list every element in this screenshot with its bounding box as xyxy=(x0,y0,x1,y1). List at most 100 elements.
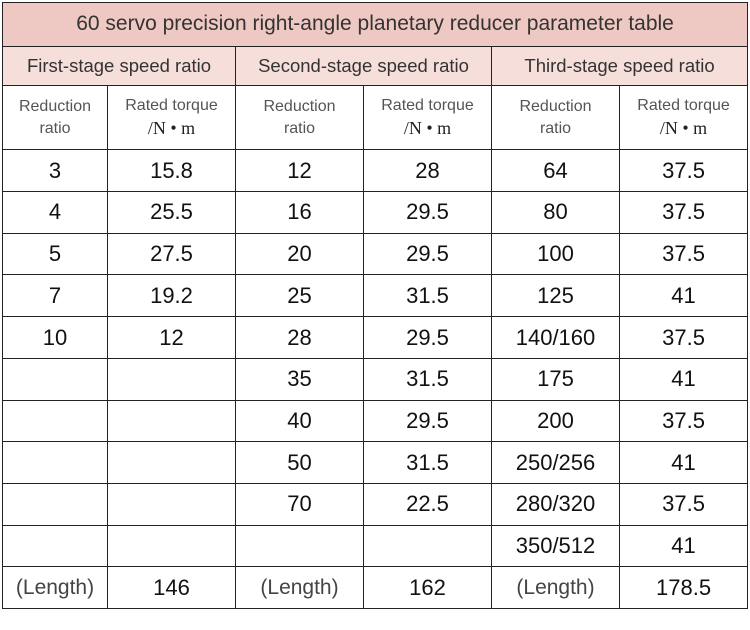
ratio-cell xyxy=(2,524,108,568)
table-row: 7 19.2 25 31.5 125 41 xyxy=(2,274,749,318)
torque-cell: 41 xyxy=(618,357,749,401)
ratio-cell: 70 xyxy=(235,482,364,526)
ratio-cell: 125 xyxy=(491,274,620,318)
length-value: 178.5 xyxy=(618,566,749,609)
torque-cell: 41 xyxy=(618,524,749,568)
torque-cell: 31.5 xyxy=(363,441,492,484)
length-label: (Length) xyxy=(491,566,620,609)
torque-cell: 31.5 xyxy=(363,357,492,401)
ratio-cell: 3 xyxy=(2,149,108,193)
torque-cell: 28 xyxy=(363,149,492,193)
ratio-cell xyxy=(2,441,108,484)
column-header-torque: Rated torque/N • m xyxy=(107,85,236,151)
header-torque-line1: Rated torque xyxy=(381,96,474,114)
header-torque-unit: /N • m xyxy=(403,118,452,139)
ratio-cell: 25 xyxy=(235,274,364,318)
ratio-cell: 7 xyxy=(2,274,108,318)
torque-cell: 25.5 xyxy=(107,191,236,234)
torque-cell: 37.5 xyxy=(618,232,749,276)
torque-cell: 12 xyxy=(107,316,236,359)
header-torque-line1: Rated torque xyxy=(637,96,730,114)
length-value: 162 xyxy=(363,566,492,609)
table-row: 50 31.5 250/256 41 xyxy=(2,441,749,484)
torque-cell xyxy=(363,524,492,568)
header-ratio-line2: ratio xyxy=(39,119,71,137)
torque-cell: 27.5 xyxy=(107,232,236,276)
torque-cell: 29.5 xyxy=(363,191,492,234)
torque-cell: 29.5 xyxy=(363,316,492,359)
torque-cell: 37.5 xyxy=(618,399,749,443)
ratio-cell xyxy=(2,357,108,401)
ratio-cell: 28 xyxy=(235,316,364,359)
length-value: 146 xyxy=(107,566,236,609)
torque-cell: 37.5 xyxy=(618,316,749,359)
torque-cell: 37.5 xyxy=(618,482,749,526)
header-torque-line1: Rated torque xyxy=(125,96,218,114)
ratio-cell xyxy=(2,482,108,526)
header-torque-unit: /N • m xyxy=(147,118,196,139)
table-row: 350/512 41 xyxy=(2,524,749,568)
column-header-ratio: Reduction ratio xyxy=(491,85,620,151)
torque-cell: 37.5 xyxy=(618,149,749,193)
torque-cell: 41 xyxy=(618,274,749,318)
column-header-ratio: Reduction ratio xyxy=(2,85,108,151)
ratio-cell: 64 xyxy=(491,149,620,193)
table-row: 10 12 28 29.5 140/160 37.5 xyxy=(2,316,749,359)
torque-cell xyxy=(107,482,236,526)
torque-cell: 22.5 xyxy=(363,482,492,526)
stage-header-second: Second-stage speed ratio xyxy=(235,45,492,87)
torque-cell: 37.5 xyxy=(618,191,749,234)
header-torque-unit: /N • m xyxy=(659,118,708,139)
torque-cell: 19.2 xyxy=(107,274,236,318)
stage-header-first: First-stage speed ratio xyxy=(2,45,236,87)
header-ratio-line1: Reduction xyxy=(18,98,92,116)
ratio-cell: 35 xyxy=(235,357,364,401)
length-row: (Length) 146 (Length) 162 (Length) 178.5 xyxy=(2,566,749,609)
header-ratio-line2: ratio xyxy=(539,119,572,137)
ratio-cell: 280/320 xyxy=(491,482,620,526)
column-header-torque: Rated torque/N • m xyxy=(618,85,749,151)
ratio-cell: 175 xyxy=(491,357,620,401)
ratio-cell: 40 xyxy=(235,399,364,443)
torque-cell: 29.5 xyxy=(363,232,492,276)
ratio-cell: 100 xyxy=(491,232,620,276)
stage-header-third: Third-stage speed ratio xyxy=(490,45,749,87)
ratio-cell: 200 xyxy=(491,399,620,443)
ratio-cell: 350/512 xyxy=(491,524,620,568)
ratio-cell: 12 xyxy=(235,149,364,193)
ratio-cell: 16 xyxy=(235,191,364,234)
column-header-ratio: Reduction ratio xyxy=(235,85,364,151)
ratio-cell: 80 xyxy=(491,191,620,234)
torque-cell: 31.5 xyxy=(363,274,492,318)
torque-cell xyxy=(107,399,236,443)
column-header-torque: Rated torque/N • m xyxy=(363,85,492,151)
ratio-cell: 50 xyxy=(235,441,364,484)
ratio-cell: 5 xyxy=(2,232,108,276)
table-row: 3 15.8 12 28 64 37.5 xyxy=(2,149,749,193)
ratio-cell: 4 xyxy=(2,191,108,234)
table-row: 35 31.5 175 41 xyxy=(2,357,749,401)
header-ratio-line1: Reduction xyxy=(263,98,336,116)
table-row: 40 29.5 200 37.5 xyxy=(2,399,749,443)
torque-cell xyxy=(107,357,236,401)
header-ratio-line2: ratio xyxy=(283,119,316,137)
length-label: (Length) xyxy=(2,566,108,609)
ratio-cell: 20 xyxy=(235,232,364,276)
table-row: 5 27.5 20 29.5 100 37.5 xyxy=(2,232,749,276)
table-row: 4 25.5 16 29.5 80 37.5 xyxy=(2,191,749,234)
ratio-cell xyxy=(2,399,108,443)
torque-cell: 29.5 xyxy=(363,399,492,443)
table-row: 70 22.5 280/320 37.5 xyxy=(2,482,749,526)
ratio-cell: 140/160 xyxy=(491,316,620,359)
parameter-table-container: 60 servo precision right-angle planetary… xyxy=(1,2,749,609)
ratio-cell xyxy=(235,524,364,568)
torque-cell xyxy=(107,441,236,484)
parameter-table: 60 servo precision right-angle planetary… xyxy=(1,2,749,609)
torque-cell: 15.8 xyxy=(107,149,236,193)
ratio-cell: 250/256 xyxy=(491,441,620,484)
torque-cell xyxy=(107,524,236,568)
torque-cell: 41 xyxy=(618,441,749,484)
table-title: 60 servo precision right-angle planetary… xyxy=(1,2,749,47)
ratio-cell: 10 xyxy=(2,316,108,359)
length-label: (Length) xyxy=(235,566,364,609)
